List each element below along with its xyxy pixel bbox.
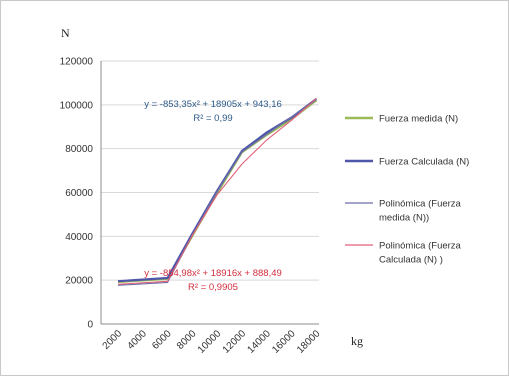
- x-tick-label: 6000: [150, 328, 174, 352]
- x-tick-label: 18000: [295, 328, 323, 356]
- series-layer: [117, 97, 318, 286]
- legend-label: Calculada (N) ): [379, 255, 443, 266]
- x-tick-label: 2000: [101, 328, 125, 352]
- x-tick-label: 12000: [221, 328, 249, 356]
- legend-label: Polinómica (Fuerza: [379, 199, 462, 210]
- annotations: y = -853,35x² + 18905x + 943,16 R² = 0,99…: [144, 99, 282, 293]
- x-tick-label: 16000: [270, 328, 298, 356]
- equation-label: y = -854,98x² + 18916x + 888,49: [144, 268, 282, 279]
- legend-label: medida (N)): [379, 213, 429, 224]
- y-tick-label: 40000: [65, 232, 93, 243]
- y-tick-label: 100000: [60, 100, 94, 111]
- y-tick-label: 80000: [65, 144, 93, 155]
- y-tick-label: 0: [87, 320, 93, 331]
- x-axis-title: kg: [351, 334, 363, 348]
- y-tick-label: 20000: [65, 276, 93, 287]
- equation-label: y = -853,35x² + 18905x + 943,16: [144, 99, 282, 110]
- y-tick-label: 60000: [65, 188, 93, 199]
- equation-label: R² = 0,99: [193, 113, 232, 124]
- x-tick-label: 10000: [196, 328, 224, 356]
- legend-label: Fuerza medida (N): [379, 114, 458, 125]
- equation-label: R² = 0,9905: [188, 282, 238, 293]
- legend: Fuerza medida (N) Fuerza Calculada (N) Pol…: [345, 114, 469, 266]
- y-tick-label: 120000: [60, 57, 94, 68]
- series-line: [117, 98, 318, 283]
- legend-label: Polinómica (Fuerza: [379, 241, 462, 252]
- legend-label: Fuerza Calculada (N): [379, 157, 469, 168]
- x-tick-label: 14000: [245, 328, 273, 356]
- axes: [100, 61, 319, 325]
- x-tick-label: 4000: [125, 328, 149, 352]
- y-axis-title: N: [61, 26, 70, 40]
- series-line: [117, 97, 317, 285]
